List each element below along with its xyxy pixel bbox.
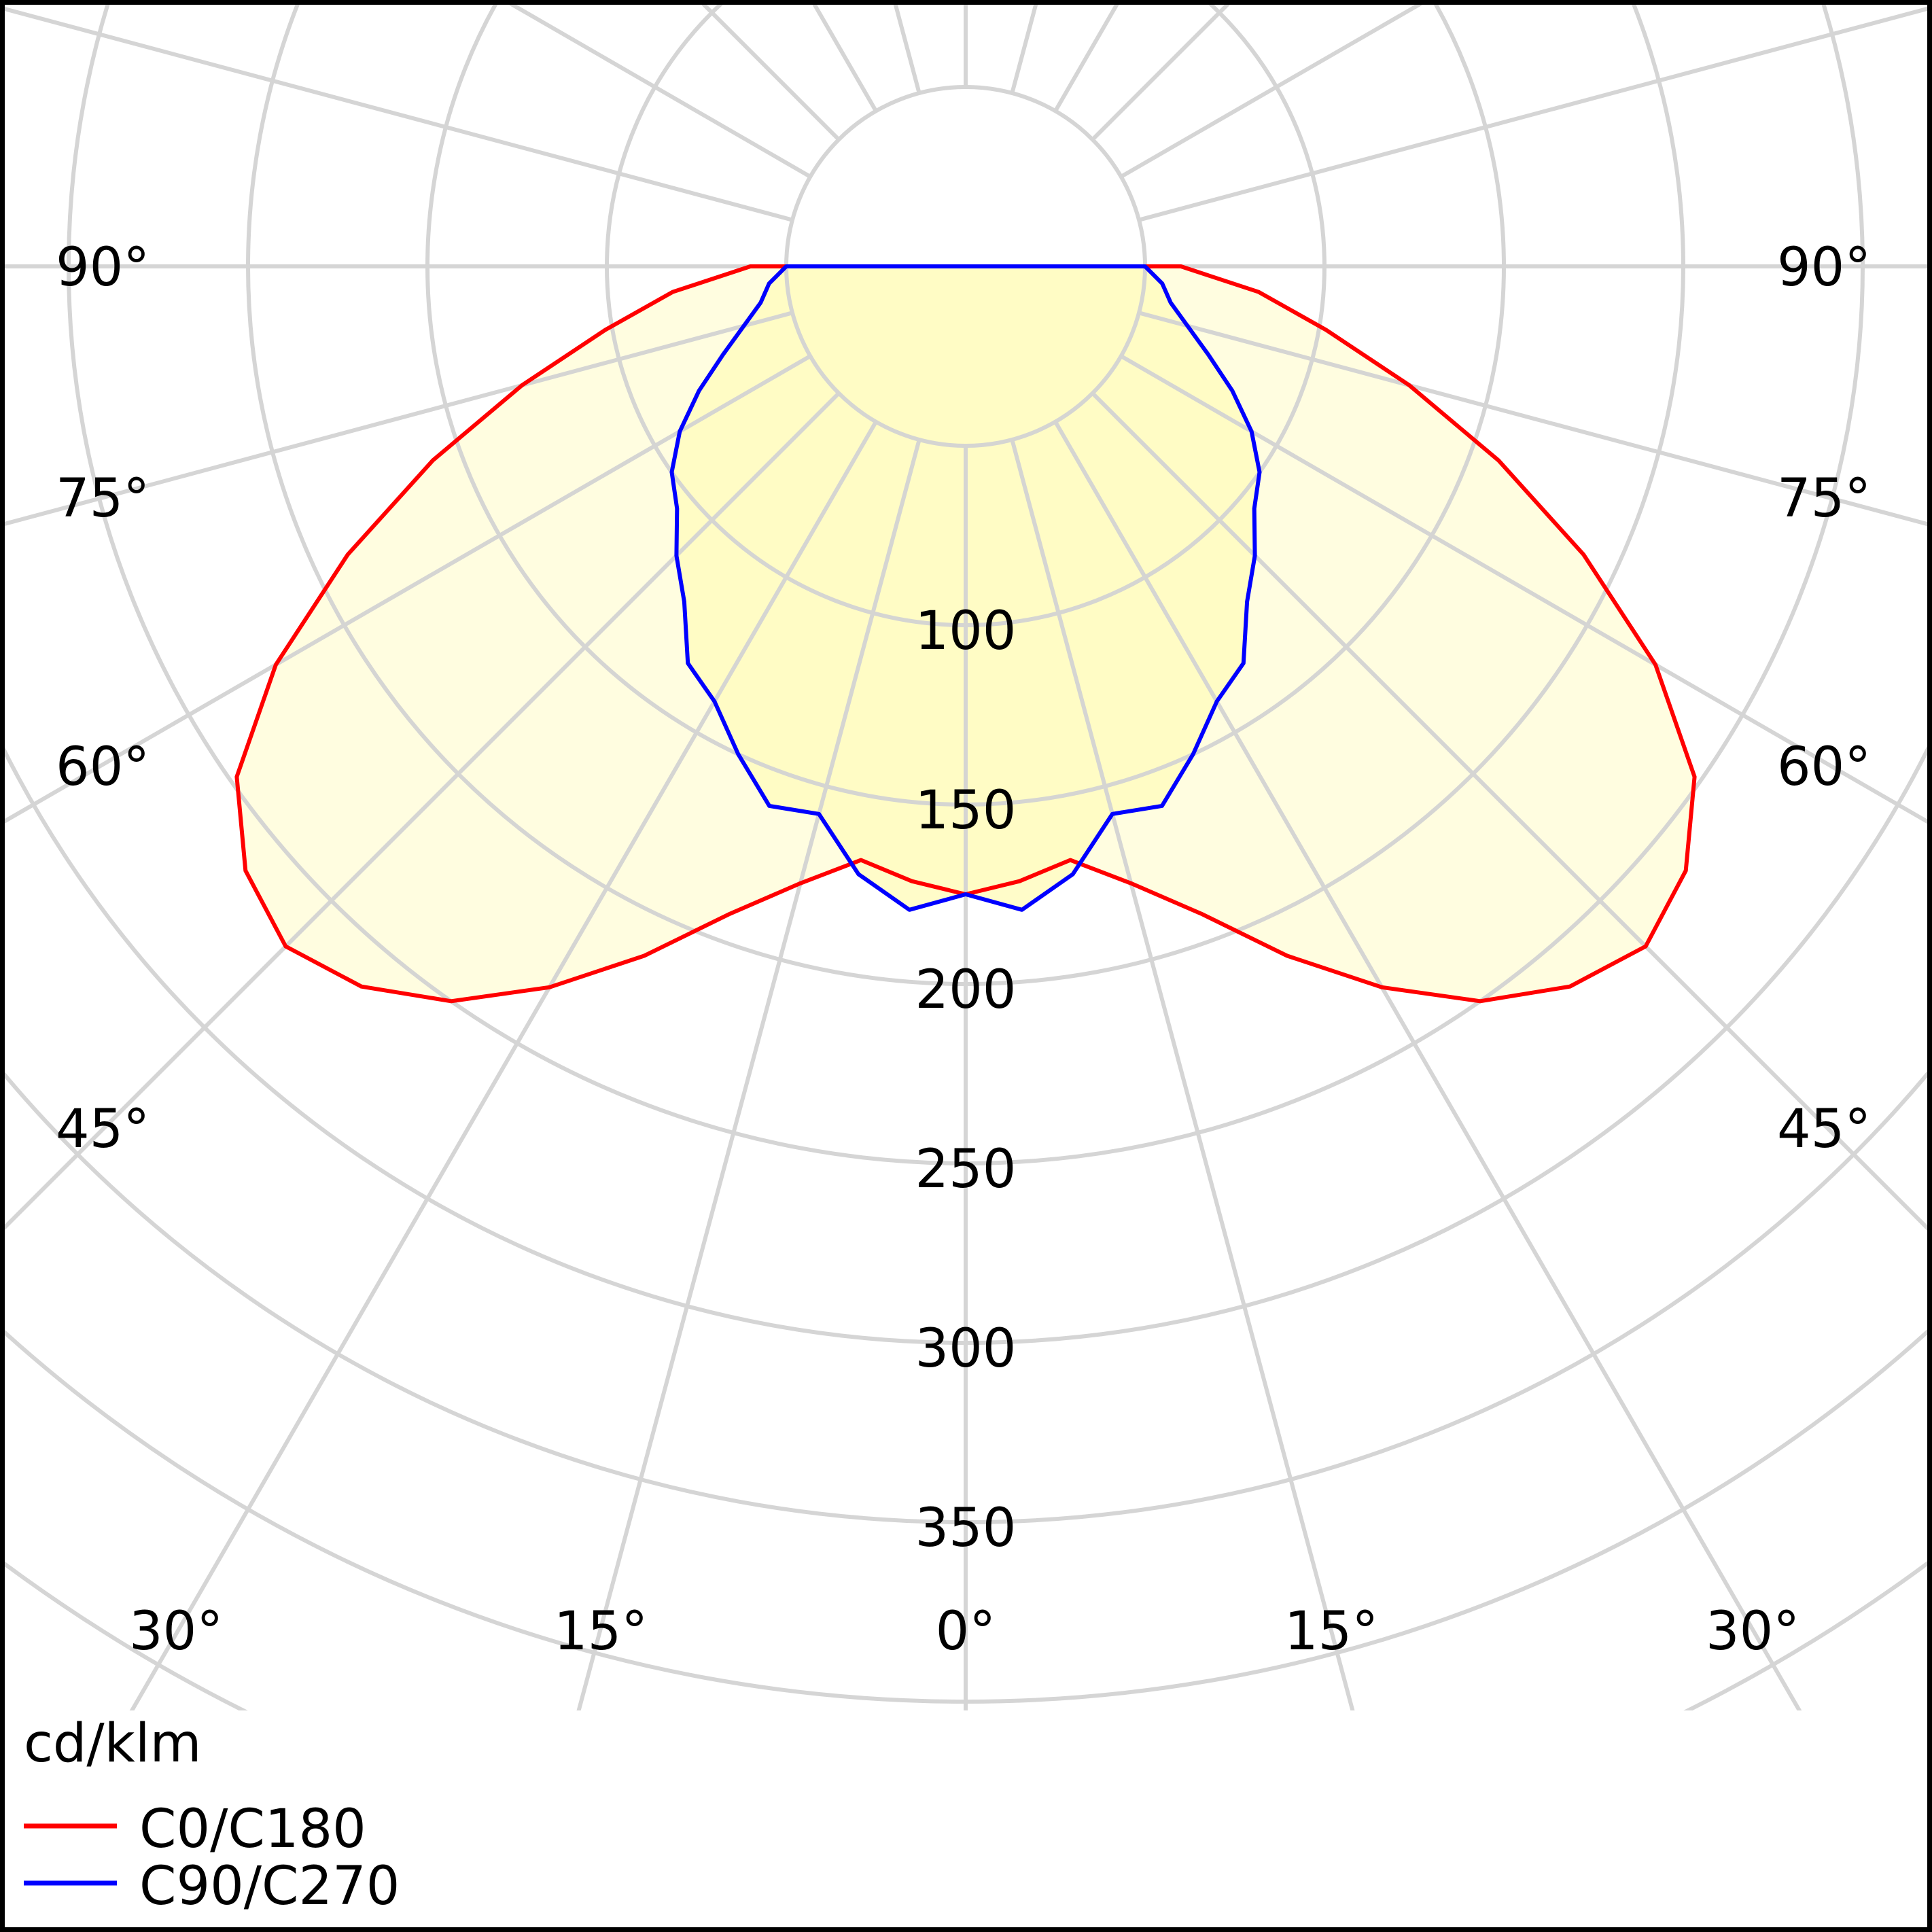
curve-c90-c270 [669,264,1262,912]
grid-spoke [1138,6,1927,222]
grid-spoke [1120,5,1423,179]
grid-spoke [1053,421,1802,1710]
legend-label-c0-c180: C0/C180 [139,1799,366,1860]
grid-spoke [5,7,793,222]
grid-spoke [1010,5,1038,94]
angle-label-right-45: 45° [1777,1099,1871,1160]
angle-label-left-60: 60° [56,737,150,798]
grid-spoke [1053,5,1119,112]
radial-label-250: 250 [915,1139,1017,1200]
angle-labels-right: 90° 75° 60° 45° 30° 15° [1284,237,1871,1662]
grid-spoke [129,421,878,1710]
grid-spoke [893,5,921,94]
angle-labels-left: 90° 75° 60° 45° 30° 15° [56,237,648,1662]
radial-label-200: 200 [915,960,1017,1021]
grid-spoke [508,5,811,179]
legend-unit: cd/klm [24,1713,202,1774]
legend-label-c90-c270: C90/C270 [139,1856,400,1917]
radial-label-350: 350 [915,1498,1017,1559]
grid-spoke [5,354,811,824]
angle-label-center-0: 0° [936,1601,996,1662]
radial-label-100: 100 [915,601,1017,662]
grid-spoke [1091,391,1927,1231]
grid-spoke [812,5,878,112]
angle-label-right-30: 30° [1706,1601,1799,1662]
grid-spoke [1138,311,1927,527]
radial-labels: 100 150 200 250 300 350 [915,601,1017,1559]
radial-label-150: 150 [915,780,1017,841]
grid-spoke [1120,354,1927,824]
angle-label-right-15: 15° [1284,1601,1378,1662]
legend: cd/klm C0/C180 C90/C270 [24,1713,400,1917]
intensity-curves [234,264,1697,1004]
angle-label-right-75: 75° [1777,468,1871,529]
radial-label-300: 300 [915,1318,1017,1380]
angle-label-left-30: 30° [129,1601,223,1662]
curve-c0-c180 [234,264,1697,1004]
angle-label-left-45: 45° [56,1099,150,1160]
grid-spoke [5,391,841,1231]
angle-label-right-60: 60° [1777,737,1871,798]
angle-label-left-75: 75° [56,468,150,529]
angle-label-right-90: 90° [1777,237,1871,298]
angle-label-left-90: 90° [56,237,150,298]
angle-label-left-15: 15° [554,1601,648,1662]
grid-spoke [5,311,793,526]
